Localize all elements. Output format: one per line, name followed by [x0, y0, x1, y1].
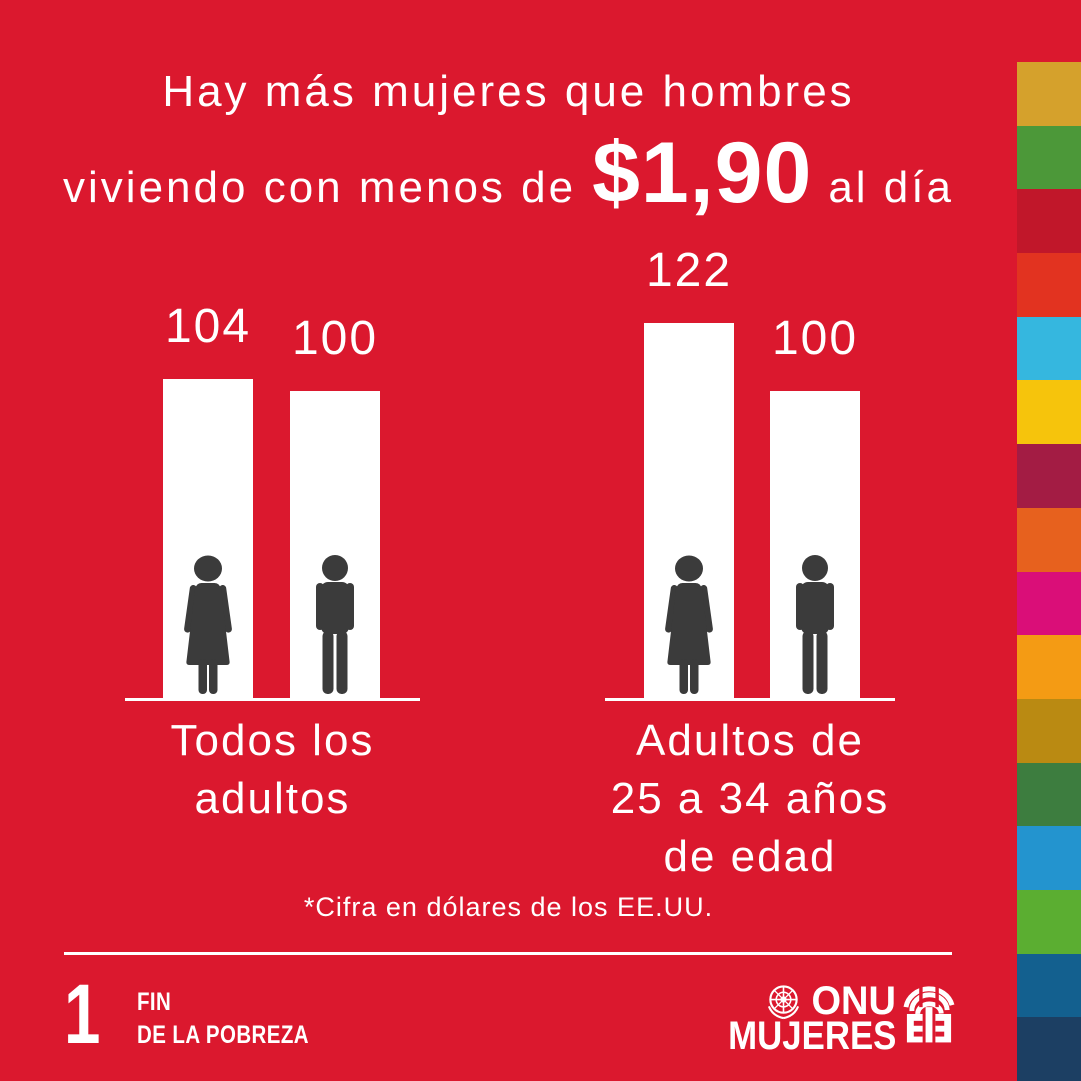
sdg-color-square: [1017, 125, 1081, 190]
bar-men-25-34: [770, 391, 860, 700]
category-label-line: Adultos de: [636, 716, 864, 765]
axis-baseline-group1: [125, 698, 420, 701]
bar-men-all-adults: [290, 391, 380, 700]
bar-value-label: 122: [645, 244, 733, 297]
category-label-25-34: Adultos de 25 a 34 años de edad: [590, 712, 910, 886]
bar-column-men-25-34: 100: [770, 0, 860, 700]
title-suffix: al día: [828, 163, 954, 212]
man-figure-icon: [785, 555, 845, 695]
footer-divider-line: [64, 952, 952, 955]
bar-column-women-25-34: 122: [644, 0, 734, 700]
category-label-line: Todos los: [170, 716, 375, 765]
bar-column-women-all-adults: 104: [163, 0, 253, 700]
woman-figure-icon: [659, 555, 719, 695]
footnote: *Cifra en dólares de los EE.UU.: [303, 892, 714, 922]
title-amount: $1,90: [592, 125, 813, 221]
category-label-all-adults: Todos los adultos: [110, 712, 435, 828]
sdg-color-square: [1017, 380, 1081, 445]
bar-value-label: 104: [164, 300, 252, 353]
sdg-color-square: [1017, 316, 1081, 381]
bar-women-all-adults: [163, 379, 253, 700]
bar-column-men-all-adults: 100: [290, 0, 380, 700]
un-women-symbol-icon: [903, 982, 955, 1044]
sdg-color-square: [1017, 635, 1081, 699]
sdg-goal-name: FIN DE LA POBREZA: [137, 986, 309, 1052]
sdg-color-square: [1017, 698, 1081, 763]
bar-women-25-34: [644, 323, 734, 700]
sdg-color-square: [1017, 189, 1081, 254]
sdg-color-square: [1017, 953, 1081, 1018]
sdg-goal-name-line: FIN: [136, 988, 171, 1016]
sdg-color-square: [1017, 62, 1081, 126]
category-label-line: de edad: [663, 832, 837, 881]
un-women-wordmark-line2: MUJERES: [727, 1014, 896, 1058]
sdg-color-square: [1017, 507, 1081, 572]
title-prefix: viviendo con menos de: [63, 163, 577, 212]
poster-title-line1: Hay más mujeres que hombres: [162, 67, 855, 116]
sdg-goal-number: 1: [64, 967, 101, 1061]
sdg-color-square: [1017, 826, 1081, 890]
man-figure-icon: [305, 555, 365, 695]
un-women-wordmark-line1: ONU: [811, 979, 896, 1023]
sdg1-goal-logo: 1 FIN DE LA POBREZA: [64, 967, 346, 1061]
sdg-color-square: [1017, 444, 1081, 508]
sdg-goal-name-line: DE LA POBREZA: [136, 1021, 309, 1049]
sdg-color-square: [1017, 253, 1081, 317]
axis-baseline-group2: [605, 698, 895, 701]
poster-title-line2: viviendo con menos de $1,90 al día: [0, 130, 1017, 216]
category-label-line: 25 a 34 años: [610, 774, 890, 823]
bar-value-label: 100: [291, 312, 379, 365]
sdg-color-strip: [1017, 62, 1081, 1081]
sdg-color-square: [1017, 1017, 1081, 1081]
sdg-color-square: [1017, 762, 1081, 827]
sdg-color-square: [1017, 571, 1081, 636]
un-emblem-icon: [765, 983, 802, 1020]
sdg-color-square: [1017, 889, 1081, 954]
woman-figure-icon: [178, 555, 238, 695]
un-women-wordmark: ONU MUJERES: [703, 979, 896, 1058]
bar-value-label: 100: [771, 312, 859, 365]
un-women-logo: ONU MUJERES: [703, 979, 955, 1058]
category-label-line: adultos: [194, 774, 351, 823]
